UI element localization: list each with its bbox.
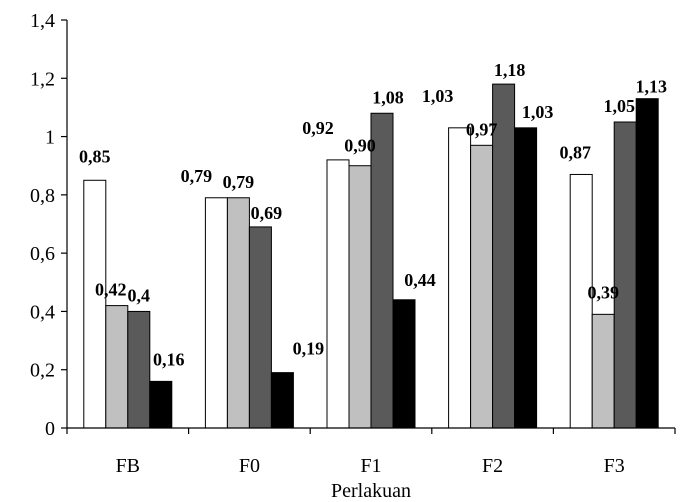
data-label: 0,79	[181, 166, 213, 186]
y-tick-label: 0,2	[30, 360, 55, 382]
category-label-fb: FB	[116, 455, 140, 477]
bar-f2-s1	[448, 127, 472, 429]
y-tick-label: 0	[45, 418, 55, 440]
bar-fb-s1	[83, 179, 107, 429]
data-label: 0,85	[79, 146, 111, 166]
category-label-f1: F1	[360, 455, 381, 477]
bar-f0-s3	[248, 226, 272, 429]
y-tick-label: 0,4	[30, 301, 55, 323]
bar-f3-s4	[635, 98, 659, 429]
y-tick-label: 1,4	[30, 10, 55, 32]
bar-f2-s2	[470, 144, 494, 429]
data-label: 0,79	[223, 172, 255, 192]
data-label: 1,13	[635, 77, 667, 97]
data-label: 1,05	[603, 96, 635, 116]
y-axis-ticks: 0 0,2 0,4 0,6 0,8 1 1,2 1,4	[30, 10, 676, 440]
data-label: 1,08	[372, 87, 404, 107]
data-label: 0,69	[251, 203, 283, 223]
category-label-f2: F2	[482, 455, 503, 477]
bar-fb-s3	[127, 310, 151, 429]
y-tick-label: 0,6	[30, 243, 55, 265]
bar-fb-s4	[149, 380, 173, 429]
y-tick-label: 1,2	[30, 68, 55, 90]
bar-fb-s2	[105, 305, 129, 429]
category-labels: FB F0 F1 F2 F3	[116, 455, 625, 477]
bar-f0-s1	[204, 197, 228, 429]
bar-f1-s3	[370, 112, 394, 429]
bar-f3-s3	[613, 121, 637, 429]
x-axis-title: Perlakuan	[331, 480, 411, 502]
data-label: 0,42	[95, 280, 127, 300]
data-label: 1,18	[494, 60, 526, 80]
data-label: 0,87	[559, 142, 591, 162]
bar-f0-s2	[226, 197, 250, 429]
data-label: 0,39	[587, 282, 619, 302]
y-tick-label: 0,8	[30, 185, 55, 207]
data-label: 1,03	[422, 86, 454, 106]
data-label: 0,92	[302, 118, 334, 138]
bars	[83, 83, 659, 429]
data-labels: 0,85 0,42 0,4 0,16 0,79 0,79 0,69 0,19 0,92 0,90 1…	[79, 60, 667, 369]
category-label-f3: F3	[604, 455, 625, 477]
data-label: 0,97	[466, 119, 498, 139]
data-label: 1,03	[522, 102, 554, 122]
bar-f0-s4	[270, 372, 294, 429]
data-label: 0,16	[153, 349, 185, 369]
data-label: 0,44	[404, 270, 436, 290]
bar-f3-s2	[591, 313, 615, 429]
bar-f1-s1	[326, 159, 350, 429]
y-tick-label: 1	[45, 127, 55, 149]
bar-f1-s4	[392, 299, 416, 429]
data-label: 0,90	[344, 136, 376, 156]
bar-f1-s2	[348, 165, 372, 429]
data-label: 0,19	[293, 339, 325, 359]
category-label-f0: F0	[239, 455, 260, 477]
data-label: 0,4	[128, 285, 151, 305]
bar-f2-s4	[514, 127, 538, 429]
